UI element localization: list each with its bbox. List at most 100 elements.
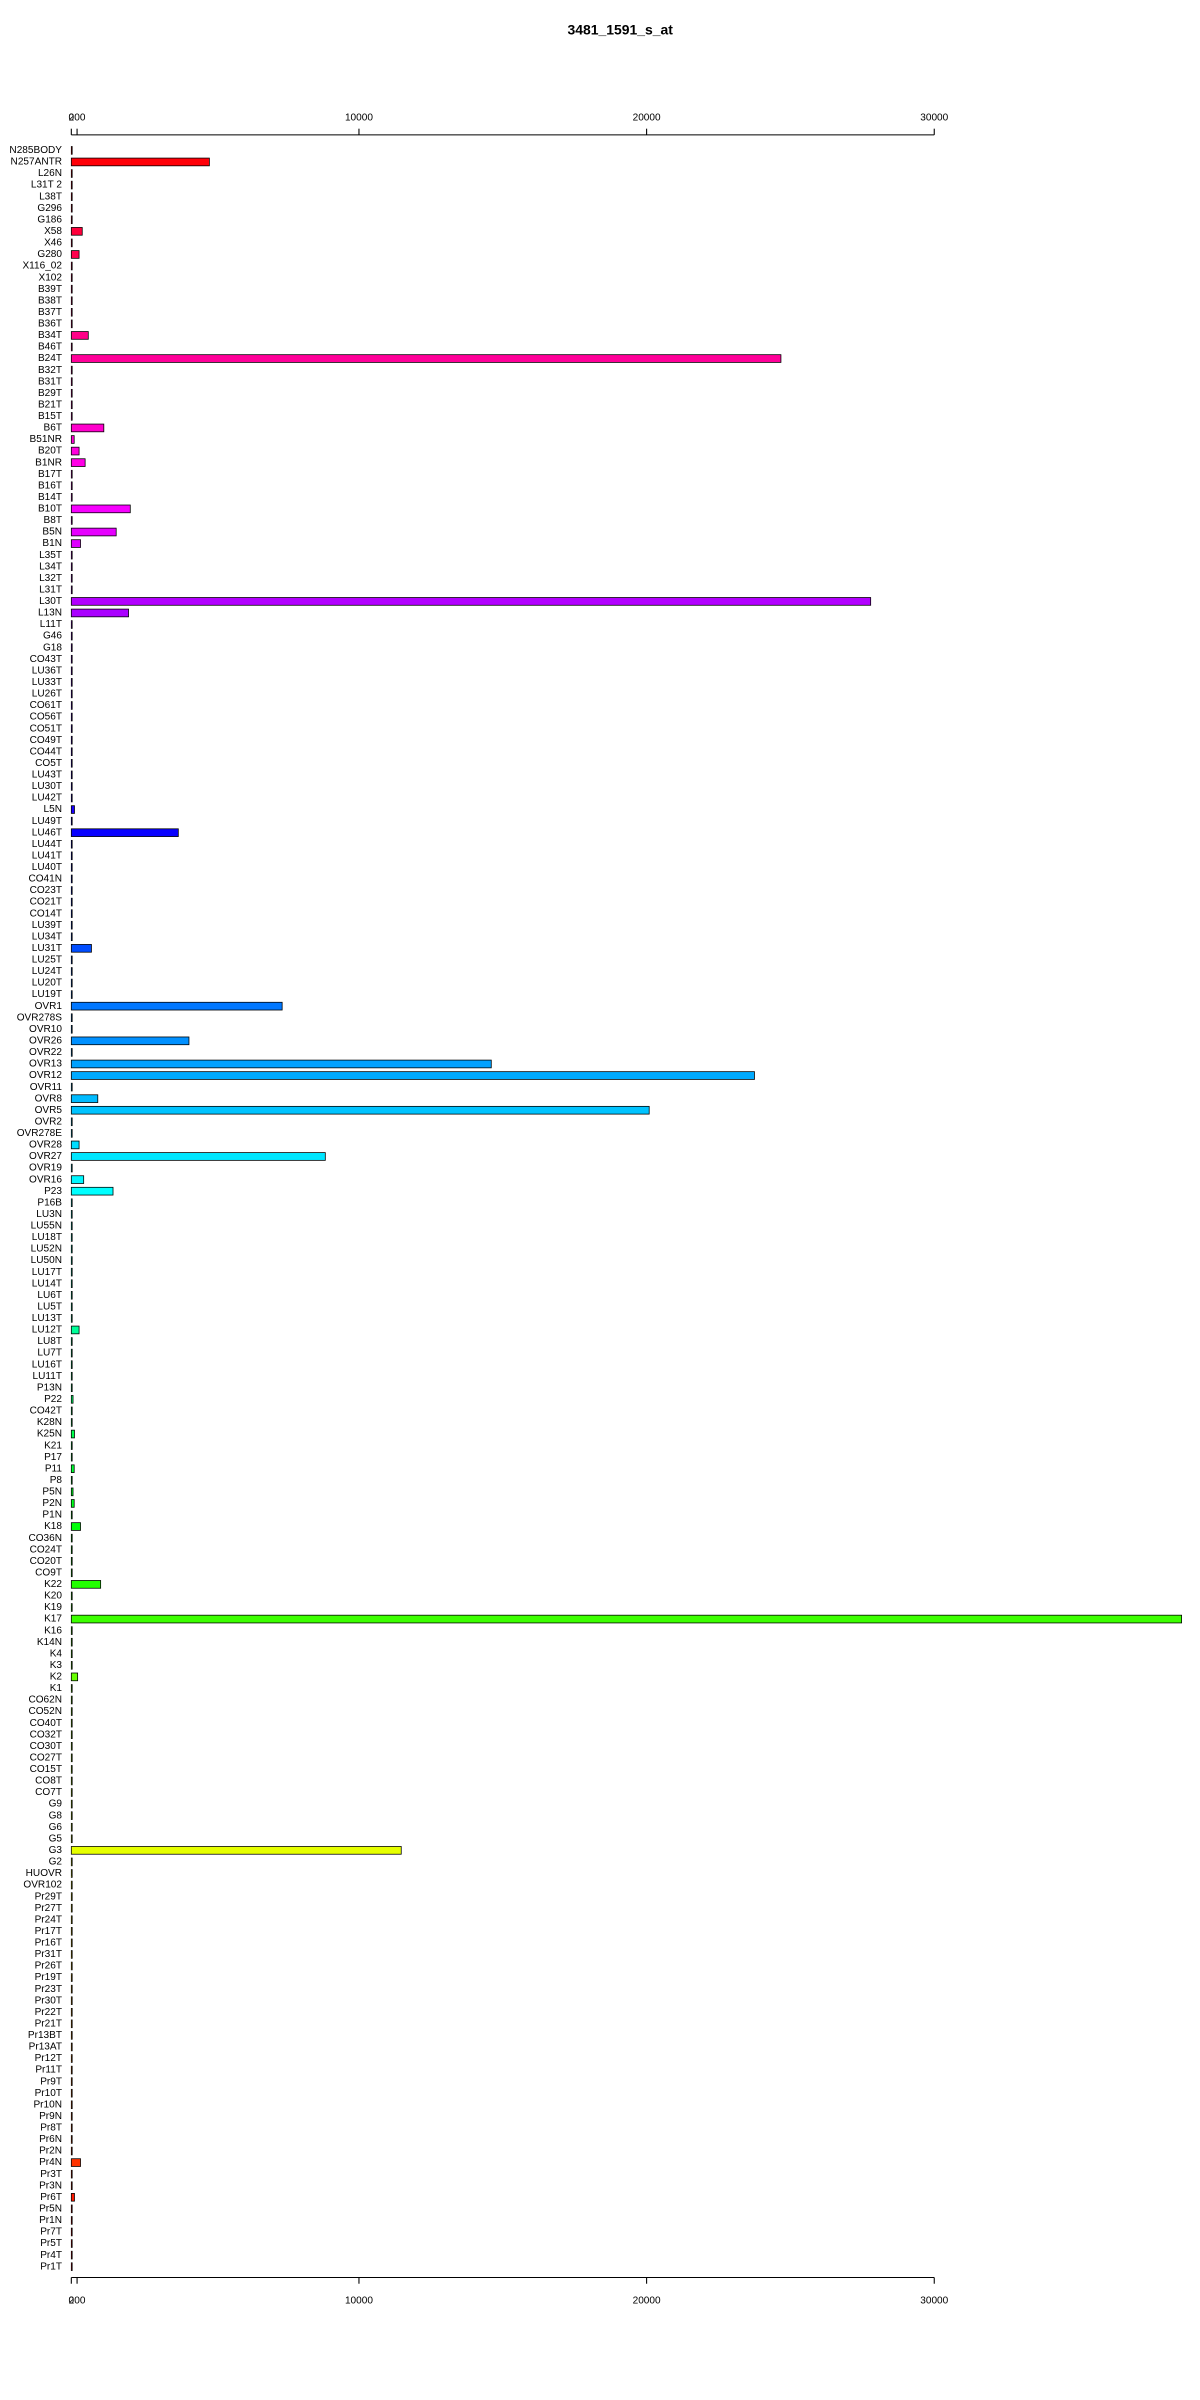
y-tick-label: Pr4T (40, 2250, 62, 2261)
bar (70, 1105, 650, 1115)
y-tick-label: CO40T (30, 1718, 62, 1729)
y-tick-label: LU30T (32, 781, 62, 792)
y-tick-label: N285BODY (9, 145, 62, 156)
y-tick-label: LU31T (32, 943, 62, 954)
bar (70, 816, 73, 826)
x-tick-label: 200 (69, 2295, 86, 2306)
bar (70, 2123, 73, 2133)
y-tick-label: CO52N (28, 1706, 62, 1717)
bar (70, 1441, 73, 1450)
bar (70, 1811, 73, 1820)
bar (70, 1996, 73, 2005)
y-tick-label: Pr10T (35, 2088, 62, 2099)
bar (70, 2019, 73, 2029)
y-tick-label: P11 (45, 1463, 63, 1474)
bar (70, 1383, 73, 1393)
y-tick-label: LU24T (32, 966, 62, 977)
y-tick-label: X46 (44, 238, 62, 249)
bar (70, 1765, 73, 1774)
bar (70, 1637, 73, 1647)
y-tick-label: LU55N (31, 1221, 62, 1232)
y-tick-label: LU5T (37, 1301, 62, 1312)
bar (70, 1603, 73, 1612)
y-tick-label: Pr2N (39, 2146, 62, 2157)
bar (70, 2216, 73, 2225)
bar (70, 2054, 73, 2063)
bar (70, 2193, 75, 2202)
bar (70, 1001, 283, 1011)
bar (70, 1730, 73, 1739)
bar (70, 1903, 73, 1913)
bar (70, 1649, 73, 1659)
bar (70, 493, 73, 502)
y-tick-label: Pr3N (39, 2180, 62, 2191)
y-tick-label: G6 (49, 1822, 63, 1833)
y-tick-label: G3 (49, 1845, 63, 1856)
x-tick-label: 0 (69, 112, 75, 123)
y-tick-label: G186 (37, 214, 62, 225)
bar (70, 1395, 74, 1404)
y-tick-label: Pr4N (39, 2157, 62, 2168)
y-tick-label: G5 (49, 1833, 63, 1844)
bar (70, 597, 872, 606)
y-tick-label: P5N (42, 1487, 62, 1498)
bar (70, 666, 73, 676)
bar (70, 2239, 73, 2248)
y-tick-label: Pr24T (35, 1914, 62, 1925)
y-tick-label: LU42T (32, 793, 62, 804)
bar (70, 2077, 73, 2086)
y-tick-label: B29T (38, 388, 62, 399)
y-tick-label: LU19T (32, 989, 62, 1000)
bar (70, 1325, 80, 1335)
y-tick-label: L31T 2 (31, 180, 63, 191)
y-tick-label: P16B (37, 1197, 62, 1208)
y-tick-label: Pr3T (40, 2169, 62, 2180)
bar (70, 2100, 73, 2110)
bar (70, 909, 73, 918)
y-tick-label: LU43T (32, 770, 62, 781)
y-tick-label: B31T (38, 376, 62, 387)
y-tick-label: OVR27 (29, 1151, 62, 1162)
bar (70, 2169, 73, 2179)
y-tick-label: L35T (39, 550, 62, 561)
y-tick-label: L31T (39, 584, 62, 595)
bar (70, 1973, 73, 1982)
y-tick-label: K3 (50, 1660, 63, 1671)
bar (70, 1429, 75, 1439)
bar (70, 1718, 73, 1728)
y-tick-label: K4 (50, 1648, 63, 1659)
bar (70, 2042, 73, 2052)
y-tick-label: CO49T (30, 735, 62, 746)
bar (70, 2065, 73, 2075)
bar (70, 1510, 73, 1520)
y-tick-label: OVR278E (17, 1128, 63, 1139)
y-tick-label: CO56T (30, 712, 62, 723)
y-tick-label: B1NR (35, 457, 62, 468)
y-tick-label: OVR19 (29, 1163, 62, 1174)
y-tick-label: CO41N (28, 874, 62, 885)
y-tick-label: L34T (39, 561, 62, 572)
bar (70, 1129, 73, 1138)
x-tick-label: 20000 (633, 112, 661, 123)
y-tick-label: Pr31T (35, 1949, 62, 1960)
y-tick-label: LU18T (32, 1232, 62, 1243)
y-tick-label: B37T (38, 307, 62, 318)
y-tick-label: OVR12 (29, 1070, 62, 1081)
bar (70, 944, 92, 953)
bar (70, 1846, 402, 1855)
y-tick-label: LU34T (32, 931, 62, 942)
bar (70, 296, 73, 305)
y-tick-label: Pr21T (35, 2018, 62, 2029)
y-tick-label: CO7T (35, 1787, 62, 1798)
bar (70, 2031, 73, 2040)
bar (70, 805, 75, 814)
y-tick-label: Pr16T (35, 1938, 62, 1949)
bar (70, 2181, 73, 2190)
bar (70, 2088, 73, 2098)
bar (70, 978, 73, 988)
bar (70, 2112, 73, 2121)
bar (70, 1753, 73, 1763)
y-tick-label: Pr9N (39, 2111, 62, 2122)
bar (70, 412, 73, 421)
bar (70, 886, 73, 895)
